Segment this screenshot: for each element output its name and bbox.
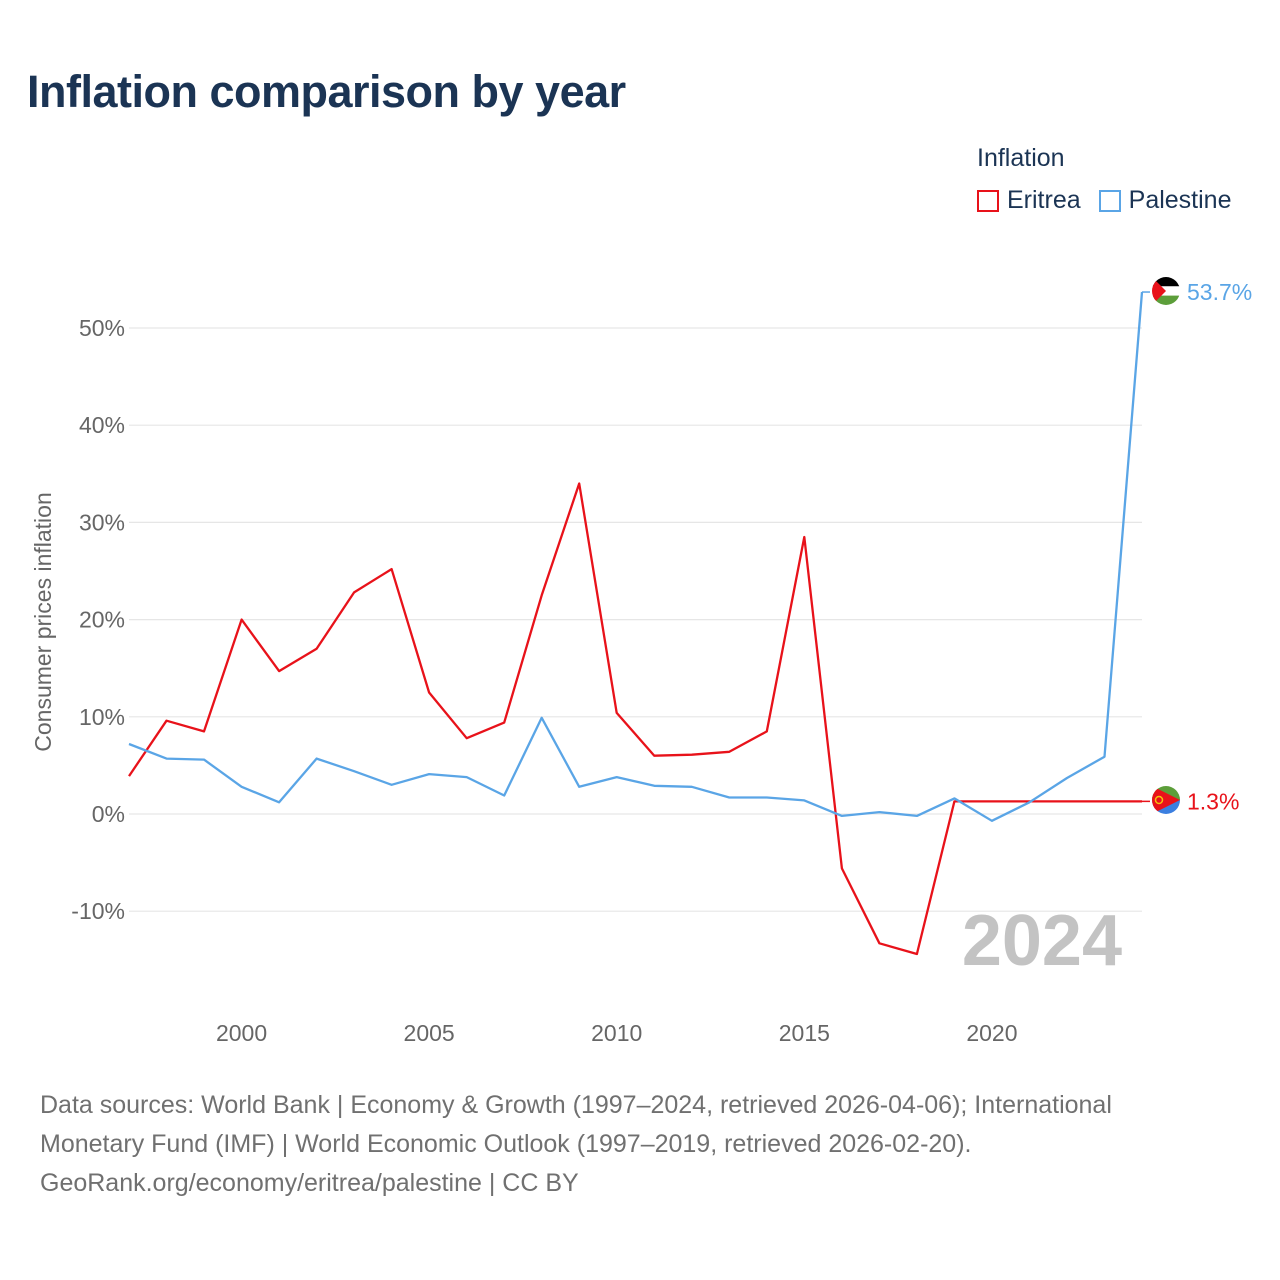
legend-swatch-eritrea	[977, 189, 999, 212]
y-tick-label: 40%	[79, 412, 125, 438]
year-watermark: 2024	[962, 901, 1122, 981]
y-axis-label: Consumer prices inflation	[30, 492, 56, 752]
y-axis-ticks: -10% 0% 10% 20% 30% 40% 50%	[71, 315, 125, 924]
y-tick-label: 0%	[92, 801, 125, 827]
footer-line-2: Monetary Fund (IMF) | World Economic Out…	[40, 1130, 972, 1158]
legend-item-eritrea[interactable]: Eritrea	[977, 186, 1081, 215]
x-tick-label: 2005	[404, 1020, 455, 1046]
x-tick-label: 2015	[779, 1020, 830, 1046]
x-tick-label: 2010	[591, 1020, 642, 1046]
chart-plot: -10%0%10%20%30%40%50% 2000 2005 2010 2015 20…	[30, 277, 1252, 1046]
legend-label-palestine: Palestine	[1128, 186, 1232, 214]
y-tick-label: 30%	[79, 509, 125, 535]
eritrea-flag-icon	[1152, 786, 1180, 814]
x-axis-ticks: 2000 2005 2010 2015 2020	[216, 1020, 1018, 1046]
y-tick-label: 20%	[79, 607, 125, 633]
series-lines	[128, 291, 1144, 956]
legend-swatch-palestine	[1098, 189, 1121, 212]
end-label-palestine: 53.7%	[1187, 279, 1252, 305]
footer-line-3: GeoRank.org/economy/eritrea/palestine | …	[40, 1169, 579, 1197]
legend-title: Inflation	[977, 144, 1065, 172]
legend-item-palestine[interactable]: Palestine	[1098, 186, 1232, 215]
gridlines	[129, 327, 1142, 912]
chart-title: Inflation comparison by year	[27, 66, 626, 117]
series-line-palestine[interactable]	[128, 291, 1144, 822]
footer-source: Data sources: World Bank | Economy & Gro…	[40, 1086, 1240, 1203]
legend-label-eritrea: Eritrea	[1007, 186, 1081, 214]
x-tick-label: 2000	[216, 1020, 267, 1046]
y-tick-label: -10%	[71, 898, 125, 924]
series-end-markers: 1.3% 53.7%	[1142, 279, 1252, 814]
palestine-flag-icon	[1152, 277, 1180, 305]
end-label-eritrea: 1.3%	[1187, 788, 1239, 814]
x-tick-label: 2020	[966, 1020, 1017, 1046]
legend: Eritrea Palestine	[977, 186, 1232, 215]
series-line-eritrea[interactable]	[128, 482, 1142, 956]
footer-line-1: Data sources: World Bank | Economy & Gro…	[40, 1091, 1112, 1119]
y-tick-label: 10%	[79, 704, 125, 730]
y-tick-label: 50%	[79, 315, 125, 341]
